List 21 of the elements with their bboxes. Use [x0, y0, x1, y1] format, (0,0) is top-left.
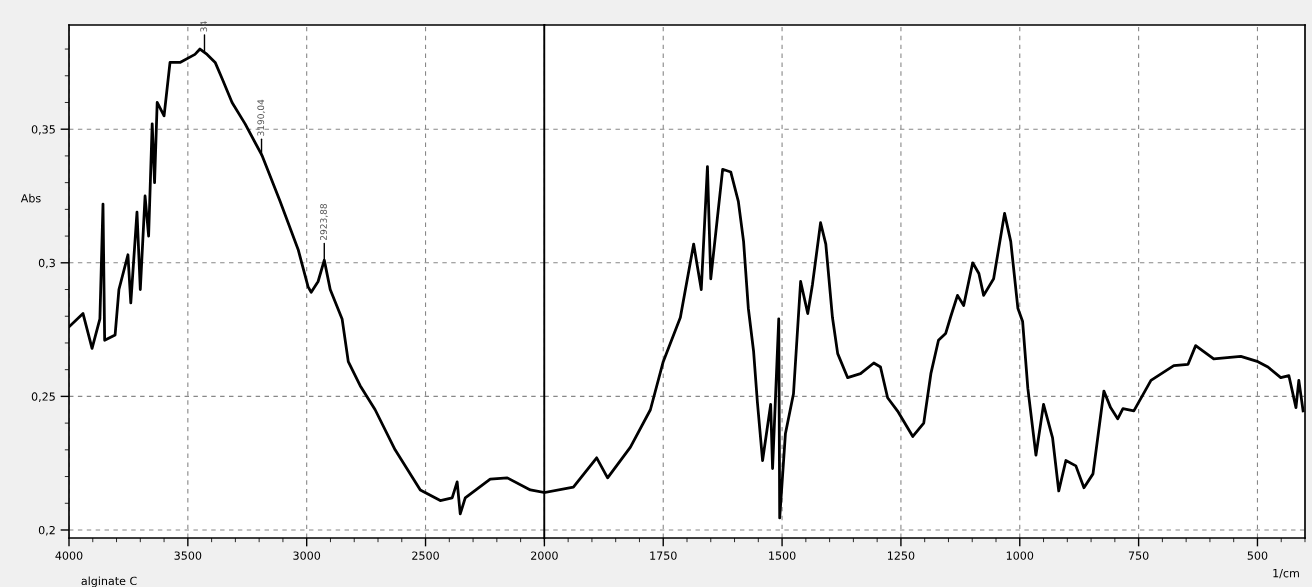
y-tick-label: 0,3 — [38, 258, 55, 269]
annotation: 34 — [200, 21, 208, 32]
y-tick-label: 0,2 — [38, 525, 55, 536]
x-tick-label: 2000 — [531, 551, 558, 560]
y-axis-title: Abs — [20, 193, 41, 203]
x-tick-label: 1500 — [769, 551, 796, 560]
x-tick-label: 3000 — [293, 551, 321, 560]
x-tick-label: 1250 — [888, 551, 915, 560]
x-tick-label: 1750 — [650, 551, 677, 560]
x-tick-label: 4000 — [55, 551, 83, 560]
x-tick-label: 500 — [1247, 551, 1268, 560]
x-tick-label: 3500 — [174, 551, 202, 560]
x-axis-title: 1/cm — [1273, 569, 1299, 579]
x-tick-label: 750 — [1128, 551, 1149, 560]
y-tick-label: 0,35 — [31, 125, 55, 135]
y-tick-label: 0,25 — [31, 392, 55, 402]
text: alginate C — [81, 576, 137, 587]
x-tick-label: 2500 — [412, 551, 439, 560]
annotation: 3190,04 — [257, 99, 266, 136]
annotation: 2923,88 — [320, 203, 328, 241]
x-tick-label: 1000 — [1006, 551, 1034, 560]
